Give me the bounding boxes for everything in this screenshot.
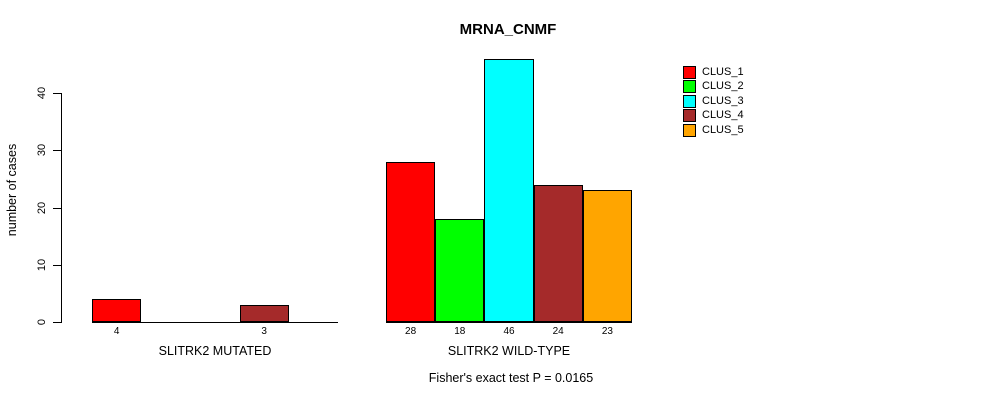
y-axis-label: number of cases	[5, 143, 19, 237]
legend-swatch-icon	[683, 65, 696, 79]
legend-item: CLUS_2	[683, 80, 744, 95]
bar-value-label: 46	[503, 326, 515, 337]
chart-title: MRNA_CNMF	[459, 21, 557, 38]
legend-item: CLUS_1	[683, 65, 744, 80]
legend: CLUS_1 CLUS_2 CLUS_3 CLUS_4 CLUS_5	[683, 65, 744, 138]
legend-swatch-icon	[683, 94, 696, 108]
legend-label: CLUS_4	[702, 109, 744, 122]
bar-CLUS_2	[435, 218, 485, 322]
x-baseline	[92, 322, 338, 323]
legend-label: CLUS_2	[702, 80, 744, 93]
bar-CLUS_3	[484, 58, 534, 322]
y-axis-line	[61, 93, 62, 323]
y-axis-tick	[53, 207, 61, 209]
bar-value-label: 28	[405, 326, 417, 337]
bar-CLUS_4	[239, 304, 289, 322]
legend-swatch-icon	[683, 123, 696, 137]
y-tick-label: 30	[36, 144, 48, 157]
legend-swatch-icon	[683, 80, 696, 94]
y-axis-tick	[53, 322, 61, 323]
bar-value-label: 23	[601, 326, 613, 337]
bar-value-label: 3	[261, 326, 267, 337]
bar-CLUS_4	[533, 184, 583, 322]
y-tick-label: 0	[36, 318, 48, 326]
y-tick-label: 10	[36, 258, 48, 271]
bar-CLUS_1	[92, 299, 142, 322]
y-axis-tick	[53, 264, 61, 266]
group-label: SLITRK2 MUTATED	[158, 344, 272, 358]
bar-CLUS_1	[386, 161, 436, 322]
group-label: SLITRK2 WILD-TYPE	[447, 344, 571, 358]
bar-value-label: 24	[552, 326, 564, 337]
legend-item: CLUS_5	[683, 123, 744, 138]
bar-value-label: 4	[113, 326, 120, 337]
y-tick-label: 20	[36, 201, 48, 214]
legend-item: CLUS_3	[683, 94, 744, 109]
x-baseline	[386, 322, 632, 323]
y-tick-label: 40	[36, 86, 48, 100]
bar-CLUS_5	[582, 190, 632, 322]
pvalue-annotation: Fisher's exact test P = 0.0165	[428, 371, 594, 385]
y-axis-tick	[53, 150, 61, 152]
legend-label: CLUS_3	[702, 94, 744, 107]
bar-value-label: 18	[454, 326, 466, 337]
y-axis-tick	[53, 93, 61, 94]
legend-label: CLUS_5	[702, 123, 744, 136]
legend-swatch-icon	[683, 109, 696, 123]
legend-label: CLUS_1	[702, 65, 744, 78]
legend-item: CLUS_4	[683, 109, 744, 124]
